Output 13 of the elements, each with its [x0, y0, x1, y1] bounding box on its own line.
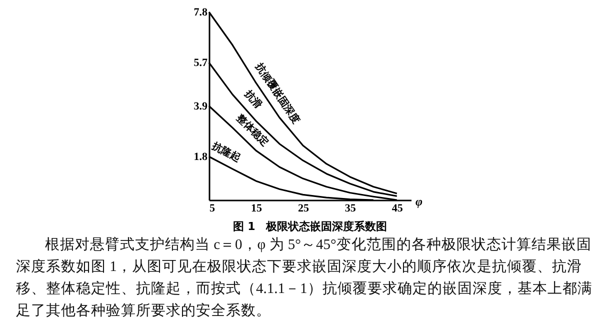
text: 抗滑	[241, 88, 264, 112]
y-tick-label: 3.9	[194, 100, 208, 112]
y-tick-label: 5.7	[194, 57, 208, 70]
x-tick-label: 15	[250, 202, 262, 214]
x-axis-title: φ	[416, 194, 423, 208]
text: 图 1 极限状态嵌固深度系数图	[232, 220, 388, 233]
y-tick-label: 1.8	[194, 151, 208, 164]
x-tick-label: 35	[344, 202, 356, 214]
text: 根据对悬臂式支护结构当 c＝0，φ 为 5°～45°变化范围的各种极限状态计算结果嵌固深度系数如图 1，从图可见在极限状态下要求嵌固深度大小的顺序依次是抗倾覆、抗滑移、整体稳定性、抗隆起，而按式（4.1.1－1）抗倾覆要求确定的嵌固深度，基本上都满足了其他各种验算所要求的安全系数。	[16, 236, 594, 321]
x-tick-label: 45	[392, 202, 404, 214]
x-tick-label: 25	[298, 202, 310, 214]
x-tick-label: 5	[210, 202, 216, 214]
y-tick-label: 7.8	[194, 6, 208, 18]
